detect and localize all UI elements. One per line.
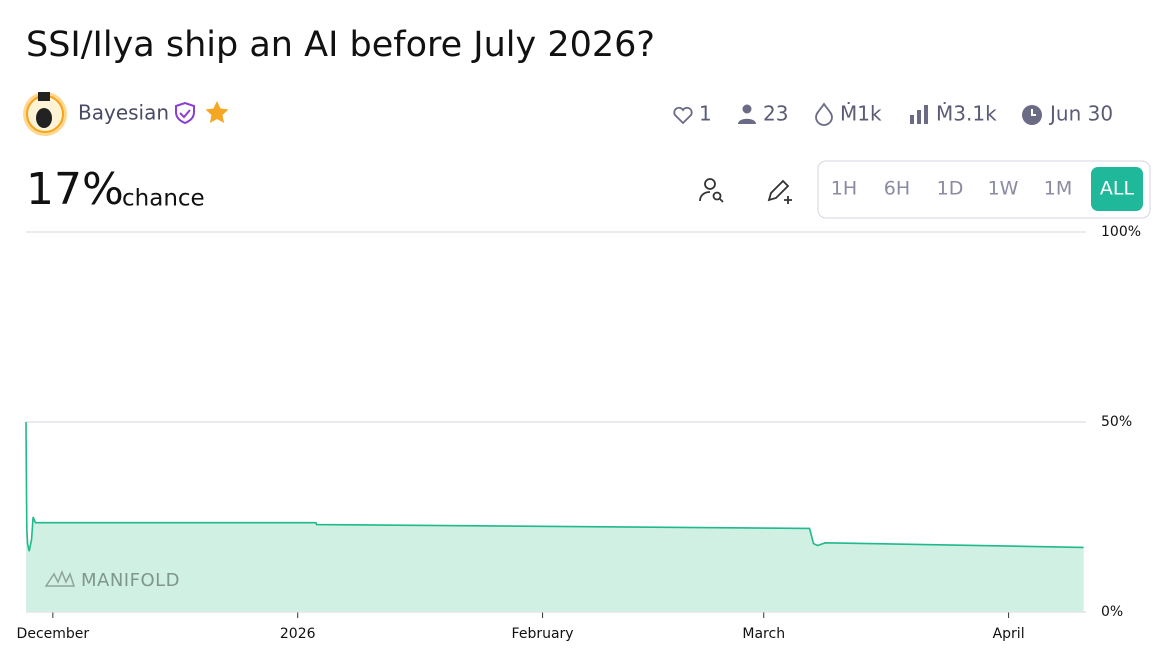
time-button[interactable]: ALL: [1100, 178, 1135, 200]
avatar[interactable]: [23, 92, 67, 136]
y-tick-label: 0%: [1101, 604, 1123, 620]
like-icon[interactable]: [673, 106, 693, 125]
time-button[interactable]: 1M: [1044, 178, 1072, 200]
total-volume: Ṁ3.1k: [936, 102, 997, 126]
verified-icon: [175, 101, 195, 125]
volume-icon: [910, 115, 914, 124]
time-button[interactable]: 1W: [988, 178, 1019, 200]
traders-icon-body: [738, 118, 756, 124]
watermark-logo: [44, 569, 76, 587]
liquidity-icon: [815, 102, 833, 126]
x-tick-label: December: [17, 626, 90, 642]
y-tick-label: 50%: [1101, 414, 1132, 430]
market-title: SSI/Ilya ship an AI before July 2026?: [26, 25, 655, 65]
search-user-button[interactable]: [699, 178, 724, 203]
x-tick-label: April: [993, 626, 1025, 642]
likes-count: 1: [699, 102, 712, 126]
traders-count: 23: [763, 102, 788, 126]
close-date: Jun 30: [1048, 102, 1113, 126]
edit-button[interactable]: [767, 179, 792, 204]
time-range-group: [817, 160, 1151, 219]
volume-icon: [917, 110, 921, 124]
probability-label: chance: [122, 186, 205, 212]
close-icon-hands: [1031, 109, 1036, 116]
probability: 17%: [26, 164, 124, 215]
area: [26, 422, 1084, 612]
creator-name[interactable]: Bayesian: [78, 101, 169, 125]
time-button[interactable]: 1D: [937, 178, 964, 200]
x-tick-label: 2026: [280, 626, 316, 642]
traders-icon: [742, 104, 752, 114]
watermark: MANIFOLD: [81, 570, 180, 591]
verified-check: [179, 109, 191, 119]
y-tick-label: 100%: [1101, 224, 1141, 240]
volume: Ṁ1k: [840, 102, 882, 126]
line: [25, 421, 1084, 552]
time-button[interactable]: 1H: [831, 178, 857, 200]
x-tick-label: March: [742, 626, 785, 642]
time-button[interactable]: 6H: [884, 178, 910, 200]
volume-icon: [924, 105, 928, 124]
x-tick-label: February: [512, 626, 574, 642]
star-icon: [205, 101, 229, 123]
time-button-selected[interactable]: [1091, 167, 1143, 211]
